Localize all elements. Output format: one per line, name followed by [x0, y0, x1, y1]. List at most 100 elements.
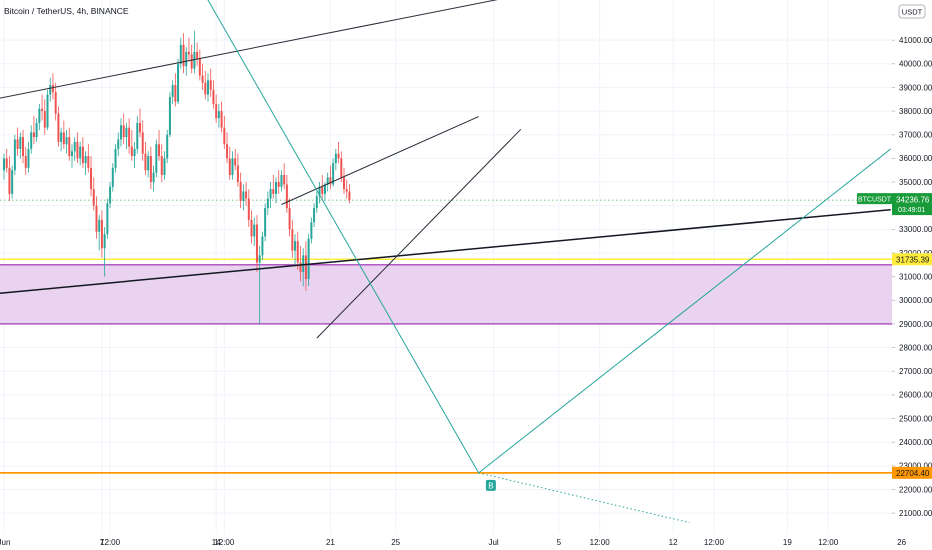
candle-body — [193, 51, 196, 69]
candle-body — [307, 238, 310, 280]
candle-body — [90, 167, 93, 190]
candle-body — [337, 153, 340, 159]
last-price-countdown: 03:49:01 — [898, 207, 925, 214]
candle-body — [3, 158, 5, 171]
candle-body — [245, 191, 248, 199]
time-tick-label: 5 — [557, 538, 562, 547]
candle-body — [114, 148, 117, 168]
yellow-level-tag: 31735.39 — [896, 255, 930, 264]
time-tick-label: 21 — [326, 538, 335, 547]
upper-channel-line — [0, 0, 498, 99]
candle-body — [283, 174, 286, 185]
price-tick-label: 33000.00 — [899, 225, 932, 234]
candle-body — [92, 189, 95, 206]
candle-body — [236, 165, 239, 183]
candle-body — [220, 111, 223, 128]
candle-body — [291, 229, 294, 251]
last-price-tag-bg — [892, 193, 932, 216]
candle-body — [212, 89, 215, 105]
candle-body — [125, 127, 128, 138]
projection-dotted-line — [478, 472, 690, 524]
candle-body — [258, 255, 261, 263]
candle-body — [8, 167, 11, 194]
candle-body — [160, 156, 163, 175]
annotation-b-label: B — [488, 481, 493, 490]
price-tick-label: 22000.00 — [899, 485, 932, 494]
candle-body — [111, 167, 114, 187]
candle-body — [340, 158, 343, 178]
candle-body — [343, 177, 345, 190]
candle-body — [275, 182, 277, 194]
price-tick-label: 35000.00 — [899, 178, 932, 187]
time-tick-label: 12 — [669, 538, 678, 547]
orange-level-tag: 22704.40 — [896, 469, 930, 478]
projection-down-line — [207, 0, 480, 474]
candle-body — [198, 59, 201, 76]
candle-body — [5, 158, 8, 168]
candle-body — [68, 137, 71, 157]
candle-body — [136, 122, 139, 149]
price-tags: 31735.39 22704.40 34236.76 03:49:01 BTCUSDT — [857, 193, 932, 479]
candle-body — [95, 205, 98, 232]
price-tick-label: 25000.00 — [899, 414, 932, 423]
candle-body — [277, 182, 280, 187]
price-axis-bg — [892, 0, 932, 550]
candle-body — [133, 148, 136, 157]
candle-body — [242, 191, 245, 201]
price-tick-label: 27000.00 — [899, 367, 932, 376]
candle-body — [231, 158, 234, 175]
candle-body — [171, 85, 174, 97]
currency-label: USDT — [902, 8, 923, 17]
wedge-upper-line — [281, 116, 479, 205]
candle-body — [302, 255, 305, 272]
candle-body — [147, 156, 150, 171]
candle-body — [62, 132, 65, 145]
time-tick-label: 12:00 — [704, 538, 725, 547]
time-tick-label: 7 — [100, 538, 105, 547]
candle-body — [187, 51, 190, 55]
long-trendline — [0, 208, 891, 294]
candle-body — [13, 139, 16, 171]
trend-drawings: B — [0, 0, 892, 524]
time-axis[interactable]: Jun712:001412:002125Jul512:001212:001912… — [0, 534, 932, 550]
candle-body — [288, 208, 291, 230]
candle-body — [22, 137, 25, 157]
price-tick-label: 21000.00 — [899, 509, 932, 518]
projection-up-line — [478, 148, 892, 474]
price-tick-label: 24000.00 — [899, 438, 932, 447]
candle-body — [149, 156, 152, 183]
candles — [3, 30, 351, 324]
candle-body — [332, 163, 335, 185]
candle-body — [285, 184, 288, 209]
price-tick-label: 28000.00 — [899, 343, 932, 352]
candle-body — [280, 174, 283, 187]
chart-header: Bitcoin / TetherUS, 4h, BINANCE USDT — [4, 4, 926, 19]
candle-body — [38, 108, 41, 123]
candle-body — [106, 203, 109, 235]
time-axis-bg — [0, 534, 932, 550]
yellow-level-tag-bg — [892, 253, 932, 266]
candle-body — [217, 111, 220, 119]
candle-body — [215, 104, 218, 119]
candle-body — [228, 158, 231, 175]
candle-body — [313, 208, 316, 223]
candle-body — [209, 80, 212, 90]
currency-button[interactable] — [898, 4, 926, 19]
candle-body — [266, 198, 269, 209]
time-tick-label: 14 — [212, 538, 221, 547]
time-tick-label: 12:00 — [214, 538, 235, 547]
candle-body — [185, 51, 188, 67]
candle-body — [318, 186, 321, 197]
price-tick-label: 40000.00 — [899, 60, 932, 69]
candle-body — [207, 80, 209, 95]
candle-body — [65, 137, 68, 145]
candle-body — [103, 234, 106, 249]
annotation-b-marker — [485, 479, 496, 491]
candle-body — [54, 92, 57, 114]
price-tick-label: 38000.00 — [899, 107, 932, 116]
time-tick-label: 12:00 — [100, 538, 121, 547]
candle-body — [269, 189, 272, 199]
candle-body — [348, 191, 351, 201]
price-axis[interactable]: 21000.00 22000.00 23000.00 24000.00 25000.00… — [892, 0, 932, 550]
